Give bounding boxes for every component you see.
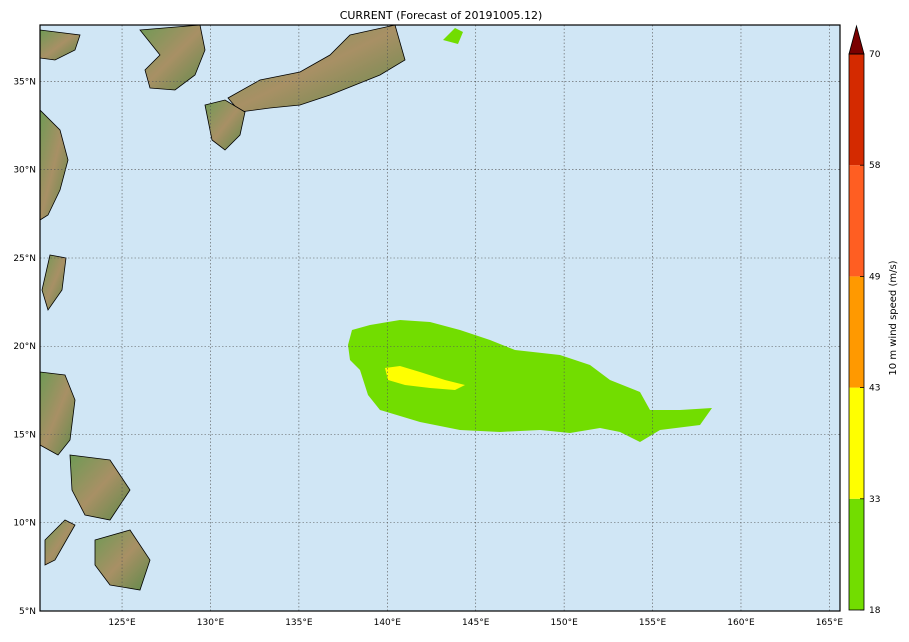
- colorbar-extend-arrow: [848, 24, 865, 55]
- wind-field: [348, 320, 712, 442]
- colorbar-segment: [849, 54, 864, 166]
- lon-tick-label: 130°E: [197, 618, 225, 628]
- lon-tick-label: 135°E: [285, 618, 313, 628]
- lat-tick-label: 5°N: [19, 607, 36, 617]
- colorbar-frame: [848, 53, 865, 611]
- land-korea: [139, 25, 206, 91]
- colorbar-segment: [849, 276, 864, 388]
- colorbar-tick-label: 33: [869, 495, 880, 505]
- ocean: [40, 25, 840, 611]
- lat-tick-label: 15°N: [13, 430, 36, 440]
- lon-tick-label: 150°E: [550, 618, 578, 628]
- lat-tick-label: 10°N: [13, 519, 36, 529]
- colorbar-tick-label: 70: [869, 50, 881, 60]
- lat-tick-label: 35°N: [13, 77, 36, 87]
- map-frame: [39, 24, 841, 612]
- colorbar: 18 33 43 49 58 70: [848, 24, 881, 616]
- lon-tick-label: 160°E: [727, 618, 755, 628]
- colorbar-segment: [849, 498, 864, 610]
- colorbar-segment: [849, 387, 864, 499]
- land-visayas: [69, 454, 131, 521]
- land-taiwan: [41, 254, 67, 311]
- lon-tick-label: 155°E: [639, 618, 667, 628]
- lon-tick-label: 140°E: [374, 618, 402, 628]
- land-palawan: [44, 519, 76, 566]
- lat-tick-label: 30°N: [13, 166, 36, 176]
- wind-area-33-43: [385, 366, 465, 390]
- land-japan-kyushu-shikoku: [204, 99, 246, 151]
- lat-tick-label: 20°N: [13, 342, 36, 352]
- colorbar-tick-label: 49: [869, 272, 881, 282]
- lat-tick-label: 25°N: [13, 254, 36, 264]
- colorbar-tick-label: 58: [869, 161, 881, 171]
- colorbar-tick-label: 18: [869, 606, 881, 616]
- lon-tick-label: 125°E: [108, 618, 136, 628]
- land-areas: [40, 25, 463, 591]
- axis-tick-labels: 125°E 130°E 135°E 140°E 145°E 150°E 155°E 160°E…: [13, 77, 843, 628]
- graticule: [40, 25, 840, 611]
- land-mindanao: [94, 529, 151, 591]
- colorbar-label: 10 m wind speed (m/s): [888, 260, 899, 375]
- lon-tick-label: 165°E: [816, 618, 844, 628]
- land-small-island-n: [443, 28, 463, 44]
- lon-tick-label: 145°E: [462, 618, 490, 628]
- colorbar-segment: [849, 165, 864, 277]
- map-title: CURRENT (Forecast of 20191005.12): [340, 9, 543, 22]
- colorbar-tick-label: 43: [869, 384, 880, 394]
- wind-area-18-33: [348, 320, 712, 442]
- land-luzon: [40, 371, 76, 456]
- land-japan-honshu: [227, 25, 406, 113]
- land-china-coast: [40, 109, 69, 221]
- land-china-north: [40, 29, 81, 61]
